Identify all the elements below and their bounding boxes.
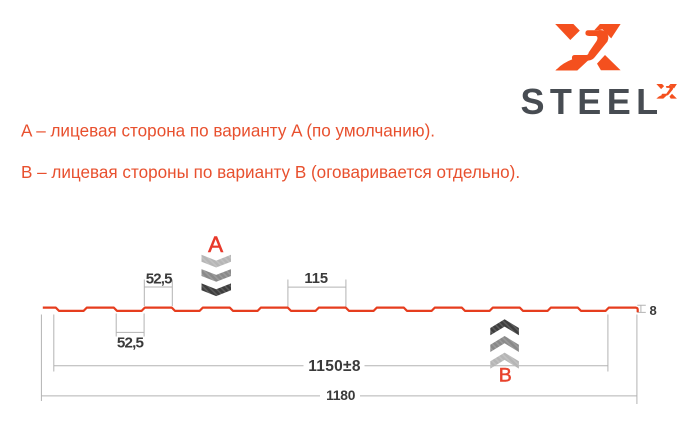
svg-text:115: 115 xyxy=(304,271,328,287)
svg-text:B – лицевая стороны по вариант: B – лицевая стороны по варианту B (огова… xyxy=(21,163,520,182)
svg-text:STEEL: STEEL xyxy=(521,81,664,120)
svg-text:A: A xyxy=(208,232,223,257)
svg-text:B: B xyxy=(499,365,512,387)
svg-text:52,5: 52,5 xyxy=(146,270,172,287)
svg-text:1180: 1180 xyxy=(326,388,356,403)
svg-text:1150±8: 1150±8 xyxy=(308,358,361,375)
svg-text:52,5: 52,5 xyxy=(117,335,145,352)
svg-text:8: 8 xyxy=(650,303,657,318)
svg-text:A – лицевая сторона по вариант: A – лицевая сторона по варианту A (по ум… xyxy=(21,122,435,141)
